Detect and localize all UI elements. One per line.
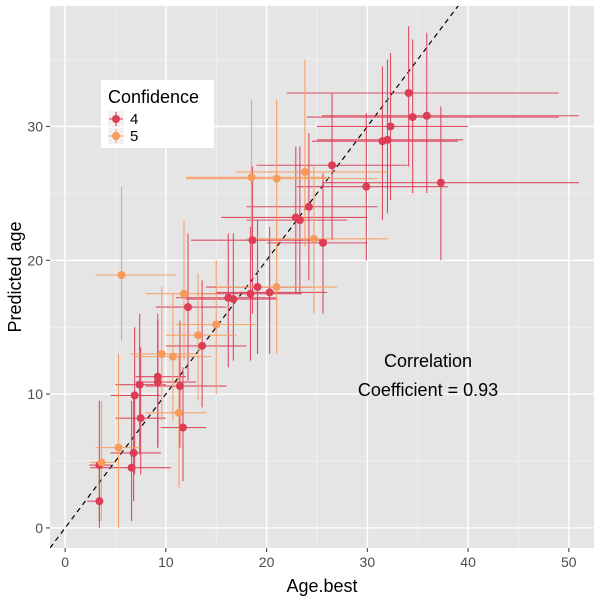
data-point [198, 341, 207, 350]
data-point [319, 238, 328, 247]
x-tick-label: 50 [561, 554, 577, 570]
data-point [135, 380, 144, 389]
data-point [229, 295, 238, 304]
data-point [247, 173, 256, 182]
data-point [246, 289, 255, 298]
data-point [175, 382, 184, 391]
data-point [179, 289, 188, 298]
data-point [130, 391, 139, 400]
legend-entry-label: 5 [130, 128, 138, 145]
data-point [248, 236, 257, 245]
data-point [95, 497, 104, 506]
legend-title: Confidence [108, 87, 199, 107]
x-axis-title: Age.best [286, 576, 357, 596]
x-tick-label: 20 [259, 554, 275, 570]
data-point [212, 320, 221, 329]
legend-entry-label: 4 [130, 111, 138, 128]
data-point [300, 167, 309, 176]
data-point [383, 135, 392, 144]
data-point [304, 202, 313, 211]
x-tick-label: 40 [460, 554, 476, 570]
data-point [422, 111, 431, 120]
data-point [295, 216, 304, 225]
data-point [272, 174, 281, 183]
y-tick-label: 0 [35, 520, 43, 536]
data-point [184, 303, 193, 312]
data-point [127, 463, 136, 472]
correlation-label-line1: Correlation [384, 351, 472, 371]
data-point [194, 331, 203, 340]
data-point [362, 182, 371, 191]
data-point [408, 113, 417, 122]
legend: Confidence 45 [101, 80, 214, 148]
x-tick-label: 10 [158, 554, 174, 570]
x-axis-ticks: 0 10 20 30 40 50 [61, 548, 577, 570]
data-point [404, 88, 413, 97]
legend-key-point [112, 115, 120, 123]
data-point [168, 352, 177, 361]
data-point [272, 283, 281, 292]
data-point [136, 414, 145, 423]
data-point [265, 288, 274, 297]
data-point [97, 458, 106, 467]
data-point [386, 122, 395, 131]
y-axis-title: Predicted age [5, 221, 25, 332]
y-tick-label: 30 [27, 118, 43, 134]
data-point [436, 178, 445, 187]
data-point [309, 234, 318, 243]
data-point [153, 378, 162, 387]
data-point [157, 349, 166, 358]
data-point [117, 270, 126, 279]
y-tick-label: 10 [27, 386, 43, 402]
major-gridlines [50, 6, 594, 548]
y-axis-ticks: 0 10 20 30 [27, 118, 50, 536]
data-point [114, 443, 123, 452]
x-tick-label: 30 [360, 554, 376, 570]
data-points [95, 88, 445, 506]
legend-entries: 45 [108, 111, 138, 145]
x-tick-label: 0 [61, 554, 69, 570]
legend-key-point [112, 132, 120, 140]
data-point [174, 408, 183, 417]
data-point [253, 283, 262, 292]
data-point [129, 448, 138, 457]
data-point [178, 423, 187, 432]
y-tick-label: 20 [27, 252, 43, 268]
correlation-label-line2: Coefficient = 0.93 [358, 380, 498, 400]
data-point [328, 161, 337, 170]
